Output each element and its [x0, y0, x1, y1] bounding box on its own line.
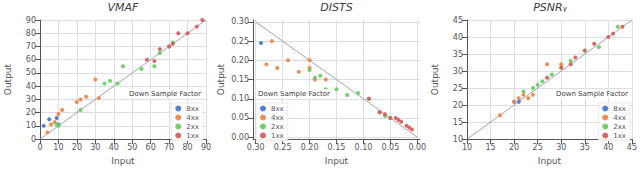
svg-text:30: 30: [90, 143, 100, 152]
svg-text:50: 50: [26, 68, 36, 77]
svg-text:0.30: 0.30: [231, 17, 249, 26]
svg-text:DISTS: DISTS: [320, 1, 352, 14]
svg-text:Input: Input: [538, 156, 562, 166]
svg-text:2xx: 2xx: [613, 123, 626, 131]
svg-text:0.20: 0.20: [231, 56, 249, 65]
svg-text:10: 10: [53, 143, 63, 152]
svg-text:8xx: 8xx: [271, 105, 284, 113]
svg-text:25: 25: [533, 143, 543, 152]
svg-text:8xx: 8xx: [613, 105, 626, 113]
svg-text:40: 40: [603, 143, 613, 152]
svg-text:0.25: 0.25: [231, 37, 249, 46]
svg-text:30: 30: [453, 67, 463, 76]
svg-text:Input: Input: [325, 156, 349, 166]
svg-text:0.10: 0.10: [231, 94, 249, 103]
svg-text:45: 45: [627, 143, 637, 152]
svg-text:1xx: 1xx: [186, 132, 199, 140]
svg-text:0.00: 0.00: [231, 133, 249, 142]
svg-text:2xx: 2xx: [186, 123, 199, 131]
svg-text:Output: Output: [430, 63, 440, 95]
svg-text:10: 10: [452, 134, 463, 144]
svg-text:4xx: 4xx: [186, 114, 199, 122]
svg-text:20: 20: [72, 143, 82, 152]
svg-text:15: 15: [453, 118, 463, 127]
svg-text:0.10: 0.10: [355, 143, 373, 152]
svg-text:0.05: 0.05: [381, 143, 399, 152]
svg-text:VMAF: VMAF: [108, 1, 140, 14]
svg-text:0.15: 0.15: [231, 75, 249, 84]
svg-text:15: 15: [485, 143, 495, 152]
svg-text:0.00: 0.00: [408, 143, 426, 152]
svg-text:80: 80: [182, 143, 192, 152]
svg-text:90: 90: [26, 16, 36, 25]
svg-text:25: 25: [453, 84, 463, 93]
svg-text:PSNRᵧ: PSNRᵧ: [533, 1, 567, 14]
svg-text:0.15: 0.15: [328, 143, 346, 152]
svg-text:40: 40: [109, 143, 119, 152]
svg-text:70: 70: [164, 143, 174, 152]
svg-text:Input: Input: [111, 156, 135, 166]
svg-text:60: 60: [26, 55, 36, 64]
svg-text:60: 60: [146, 143, 156, 152]
svg-text:0.20: 0.20: [301, 143, 319, 152]
svg-text:Output: Output: [3, 63, 13, 95]
svg-text:Down Sample Factor: Down Sample Factor: [258, 90, 330, 98]
svg-text:Down Sample Factor: Down Sample Factor: [556, 90, 628, 98]
svg-text:40: 40: [26, 82, 36, 91]
svg-text:35: 35: [453, 50, 463, 59]
svg-text:2xx: 2xx: [271, 123, 284, 131]
svg-text:4xx: 4xx: [271, 114, 284, 122]
svg-text:20: 20: [453, 101, 463, 110]
svg-text:0.25: 0.25: [274, 143, 292, 152]
svg-text:8xx: 8xx: [186, 105, 199, 113]
svg-text:30: 30: [26, 95, 36, 104]
svg-text:0.05: 0.05: [231, 113, 249, 122]
svg-text:10: 10: [462, 143, 472, 152]
svg-text:80: 80: [26, 29, 36, 38]
svg-text:70: 70: [26, 42, 36, 51]
svg-text:50: 50: [127, 143, 137, 152]
svg-text:0: 0: [31, 135, 36, 144]
svg-text:35: 35: [580, 143, 590, 152]
svg-text:4xx: 4xx: [613, 114, 626, 122]
svg-text:1xx: 1xx: [613, 132, 626, 140]
svg-text:30: 30: [556, 143, 566, 152]
svg-text:0: 0: [37, 143, 42, 152]
svg-text:20: 20: [26, 108, 36, 117]
svg-text:40: 40: [453, 33, 463, 42]
svg-text:90: 90: [201, 143, 211, 152]
svg-text:Down Sample Factor: Down Sample Factor: [129, 90, 201, 98]
svg-text:10: 10: [26, 121, 36, 130]
svg-text:20: 20: [509, 143, 519, 152]
svg-text:Output: Output: [216, 63, 226, 95]
svg-text:1xx: 1xx: [271, 132, 284, 140]
svg-text:45: 45: [453, 16, 463, 25]
svg-text:0.30: 0.30: [247, 143, 265, 152]
